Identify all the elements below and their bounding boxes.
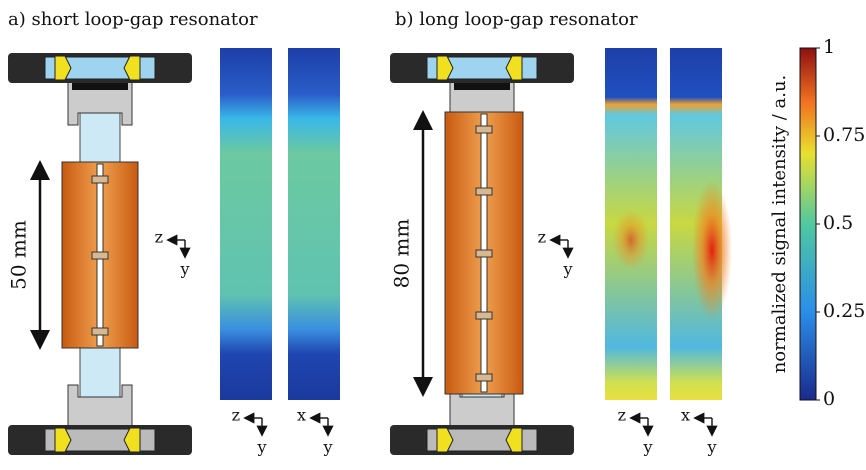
colorbar-tick-label: 0.25	[823, 300, 865, 322]
screw	[92, 176, 108, 183]
colorbar-tick-label: 1	[823, 36, 835, 58]
coord-label: y	[642, 438, 652, 457]
colorbar-tick-label: 0.75	[823, 124, 865, 146]
coord-label: y	[706, 438, 716, 457]
coord-label: z	[155, 228, 163, 247]
housing-cap	[454, 83, 510, 90]
intensity-hotspot	[613, 210, 649, 270]
panel-title: a) short loop-gap resonator	[8, 9, 258, 30]
screw	[476, 374, 492, 381]
coord-label: y	[179, 260, 189, 279]
panel-title: b) long loop-gap resonator	[395, 9, 638, 30]
screw	[476, 126, 492, 133]
housing-cap	[72, 83, 128, 90]
screw	[92, 328, 108, 335]
coord-label: z	[538, 228, 546, 247]
dimension-label: 80 mm	[390, 219, 414, 289]
intensity-hotspot	[692, 180, 732, 320]
colorbar-label: normalized signal intensity / a.u.	[769, 75, 790, 374]
intensity-map	[220, 48, 272, 400]
coord-label: z	[232, 406, 240, 425]
coord-label: y	[322, 438, 332, 457]
colorbar-tick-label: 0.5	[823, 212, 853, 234]
coord-label: x	[681, 406, 690, 425]
coord-label: y	[256, 438, 266, 457]
screw	[476, 188, 492, 195]
screw	[92, 252, 108, 259]
coord-label: y	[562, 260, 572, 279]
screw	[476, 250, 492, 257]
figure: a) short loop-gap resonator50 mmzyzyxyb)…	[0, 0, 866, 466]
screw	[476, 312, 492, 319]
coord-label: x	[297, 406, 306, 425]
coord-label: z	[618, 406, 626, 425]
intensity-map	[288, 48, 340, 400]
dimension-label: 50 mm	[7, 220, 31, 290]
colorbar-tick-label: 0	[823, 388, 835, 410]
colorbar	[800, 48, 816, 400]
